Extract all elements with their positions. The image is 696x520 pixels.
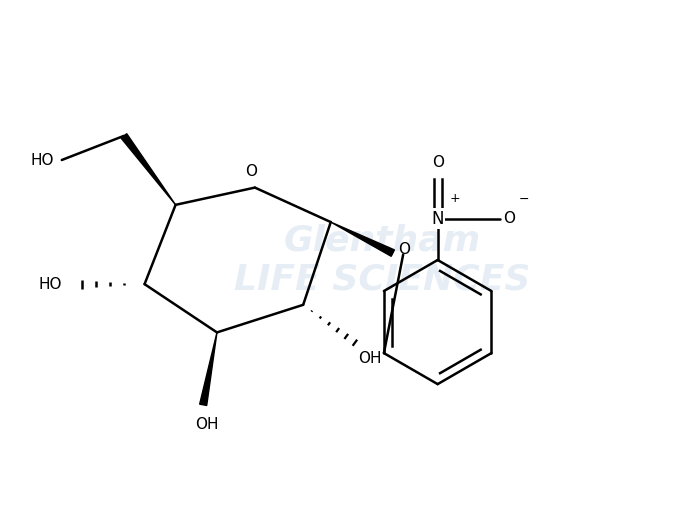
Polygon shape: [200, 332, 217, 406]
Polygon shape: [121, 134, 175, 205]
Text: OH: OH: [358, 351, 382, 366]
Text: O: O: [432, 155, 443, 171]
Text: HO: HO: [38, 277, 62, 292]
Text: OH: OH: [195, 417, 219, 432]
Text: O: O: [503, 211, 515, 226]
Text: O: O: [246, 164, 258, 179]
Text: HO: HO: [30, 152, 54, 167]
Text: Glentham
LIFE SCIENCES: Glentham LIFE SCIENCES: [235, 223, 530, 297]
Text: O: O: [398, 242, 411, 257]
Text: N: N: [432, 210, 444, 228]
Text: +: +: [450, 192, 460, 205]
Text: −: −: [519, 193, 529, 206]
Polygon shape: [331, 222, 395, 256]
